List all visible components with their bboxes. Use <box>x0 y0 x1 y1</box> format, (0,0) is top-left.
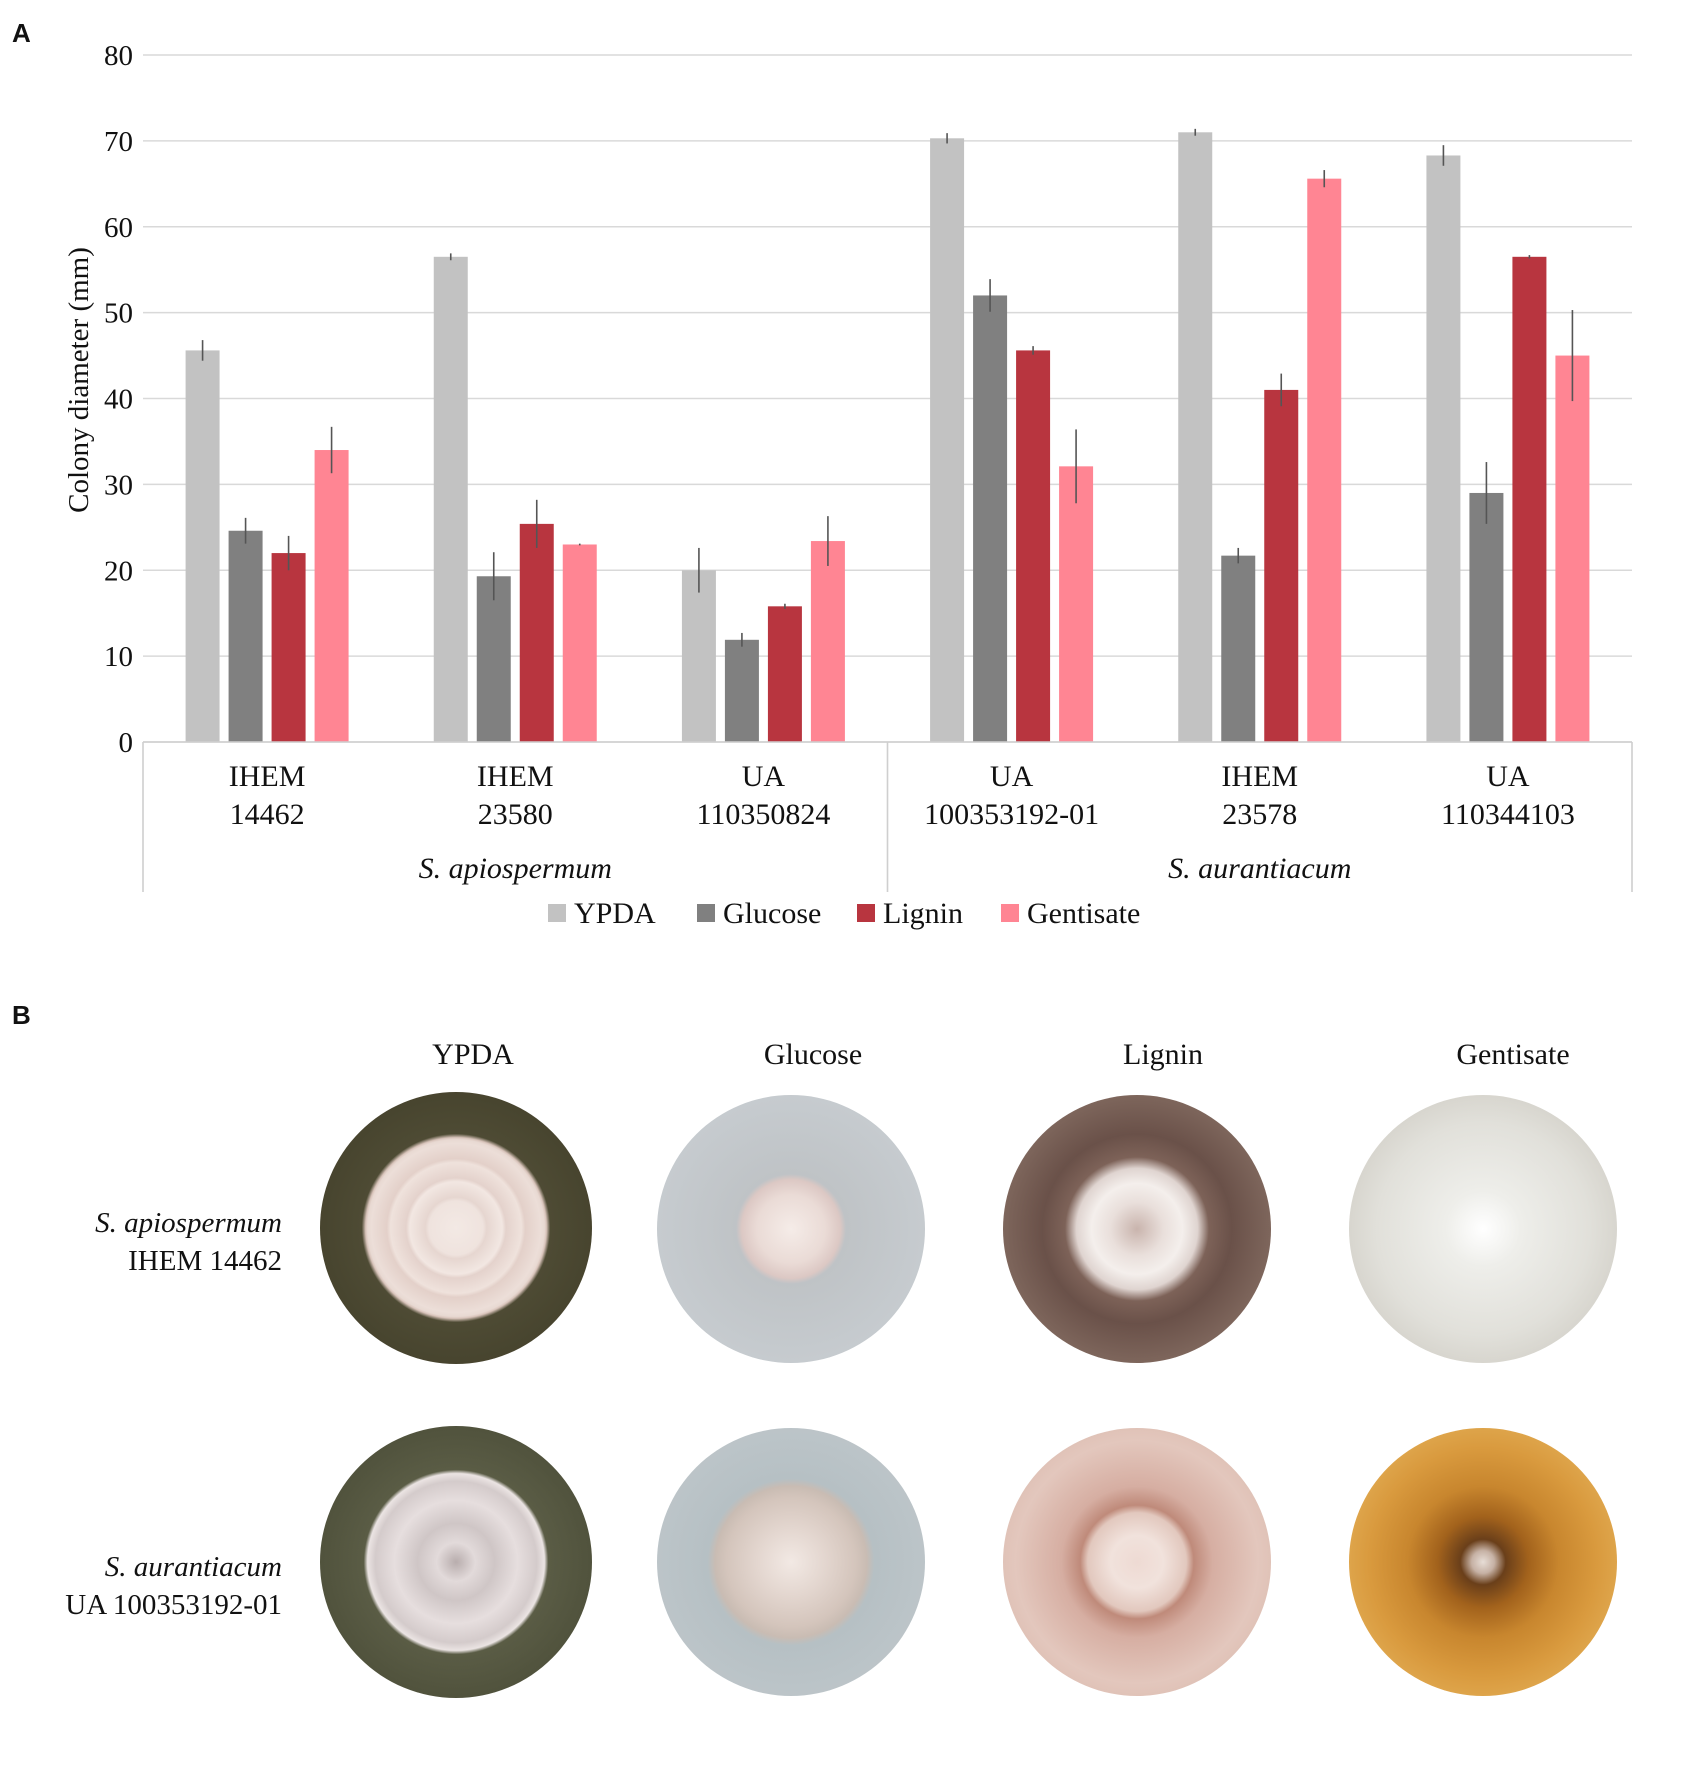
bar-ypda-0 <box>185 350 220 742</box>
bar-glucose-2 <box>724 639 759 742</box>
y-tick-label: 10 <box>104 641 133 673</box>
group-label-0: S. apiospermum <box>419 852 612 885</box>
x-category-label-line1: IHEM <box>1221 760 1298 793</box>
y-axis-label: Colony diameter (mm) <box>63 247 95 513</box>
x-category-label-line2: 14462 <box>230 798 305 831</box>
plate-aurantiacum-gentisate <box>1349 1428 1617 1696</box>
y-tick-label: 60 <box>104 212 133 244</box>
y-tick-label: 70 <box>104 126 133 158</box>
legend-swatch-ypda <box>548 904 566 922</box>
column-header-gentisate: Gentisate <box>1456 1038 1570 1071</box>
bar-lignin-0 <box>271 553 306 742</box>
column-header-lignin: Lignin <box>1123 1038 1203 1071</box>
x-category-label-line1: UA <box>990 760 1034 793</box>
x-category-label-line1: UA <box>742 760 786 793</box>
bar-gentisate-4 <box>1307 178 1342 742</box>
x-category-label-line2: 100353192-01 <box>924 798 1099 831</box>
bar-lignin-2 <box>767 606 802 742</box>
species-group-labels: S. apiospermum S. aurantiacum <box>419 852 1352 885</box>
bar-ypda-1 <box>433 256 468 742</box>
bar-lignin-4 <box>1264 389 1299 742</box>
bar-ypda-5 <box>1426 155 1461 742</box>
y-tick-label: 20 <box>104 555 133 587</box>
bar-gentisate-0 <box>314 450 349 742</box>
plate-aurantiacum-ypda <box>320 1426 592 1698</box>
legend-label-lignin: Lignin <box>883 897 963 930</box>
bar-glucose-1 <box>476 576 511 742</box>
x-category-label-line2: 110350824 <box>696 798 830 831</box>
group-label-1: S. aurantiacum <box>1168 852 1351 885</box>
bar-glucose-4 <box>1221 555 1256 742</box>
y-tick-label: 0 <box>119 727 134 759</box>
y-tick-label: 50 <box>104 298 133 330</box>
bar-glucose-5 <box>1469 492 1504 742</box>
plate-aurantiacum-lignin <box>1003 1428 1271 1696</box>
x-category-label-line1: IHEM <box>229 760 306 793</box>
bar-lignin-1 <box>519 523 554 742</box>
bar-ypda-3 <box>930 138 965 742</box>
x-category-label-line2: 23580 <box>478 798 553 831</box>
legend-label-gentisate: Gentisate <box>1027 897 1140 930</box>
bar-ypda-4 <box>1178 132 1213 743</box>
bar-gentisate-3 <box>1059 466 1094 742</box>
bar-glucose-3 <box>973 295 1008 742</box>
bar-gentisate-5 <box>1555 355 1590 742</box>
plate-apiospermum-glucose <box>657 1095 925 1363</box>
bar-glucose-0 <box>228 530 263 742</box>
bar-lignin-3 <box>1016 350 1051 742</box>
category-axis-frame <box>142 741 1633 892</box>
legend-label-glucose: Glucose <box>723 897 821 930</box>
plate-apiospermum-gentisate <box>1349 1095 1617 1363</box>
y-tick-label: 80 <box>104 40 133 72</box>
gridlines <box>143 54 1632 743</box>
y-tick-labels: 0 10 20 30 40 50 60 70 80 <box>104 40 133 759</box>
row-header-1: S. apiospermum IHEM 14462 <box>0 1204 282 1280</box>
panel-a-label: A <box>12 18 31 48</box>
y-tick-label: 30 <box>104 469 133 501</box>
bar-gentisate-1 <box>562 544 597 742</box>
row-2-species: S. aurantiacum <box>104 1551 282 1583</box>
column-header-ypda: YPDA <box>432 1038 514 1071</box>
panel-b-label: B <box>12 1000 31 1030</box>
plate-apiospermum-lignin <box>1003 1095 1271 1363</box>
plate-aurantiacum-glucose <box>657 1428 925 1696</box>
legend-swatch-lignin <box>857 904 875 922</box>
bar-lignin-5 <box>1512 256 1547 742</box>
legend: YPDA Glucose Lignin Gentisate <box>548 897 1140 930</box>
plate-apiospermum-ypda <box>320 1092 592 1364</box>
bars <box>185 128 1590 743</box>
x-category-label-line2: 23578 <box>1222 798 1297 831</box>
x-category-label-line1: IHEM <box>477 760 554 793</box>
column-header-glucose: Glucose <box>763 1038 863 1071</box>
row-header-2: S. aurantiacum UA 100353192-01 <box>0 1548 282 1624</box>
bar-gentisate-2 <box>810 541 845 742</box>
x-category-label-line1: UA <box>1486 760 1530 793</box>
legend-swatch-gentisate <box>1001 904 1019 922</box>
y-tick-label: 40 <box>104 384 133 416</box>
row-1-species: S. apiospermum <box>95 1207 282 1239</box>
bar-ypda-2 <box>681 570 716 742</box>
legend-label-ypda: YPDA <box>574 897 656 930</box>
row-1-strain: IHEM 14462 <box>128 1245 282 1277</box>
legend-swatch-glucose <box>697 904 715 922</box>
x-category-labels: IHEM 14462 IHEM 23580 UA 110350824 UA 100353192… <box>229 760 1575 831</box>
x-category-label-line2: 110344103 <box>1441 798 1575 831</box>
row-2-strain: UA 100353192-01 <box>65 1589 282 1621</box>
bar-chart: 0 10 20 30 40 50 60 70 80 Colony diameter (mm) I… <box>63 40 1633 930</box>
